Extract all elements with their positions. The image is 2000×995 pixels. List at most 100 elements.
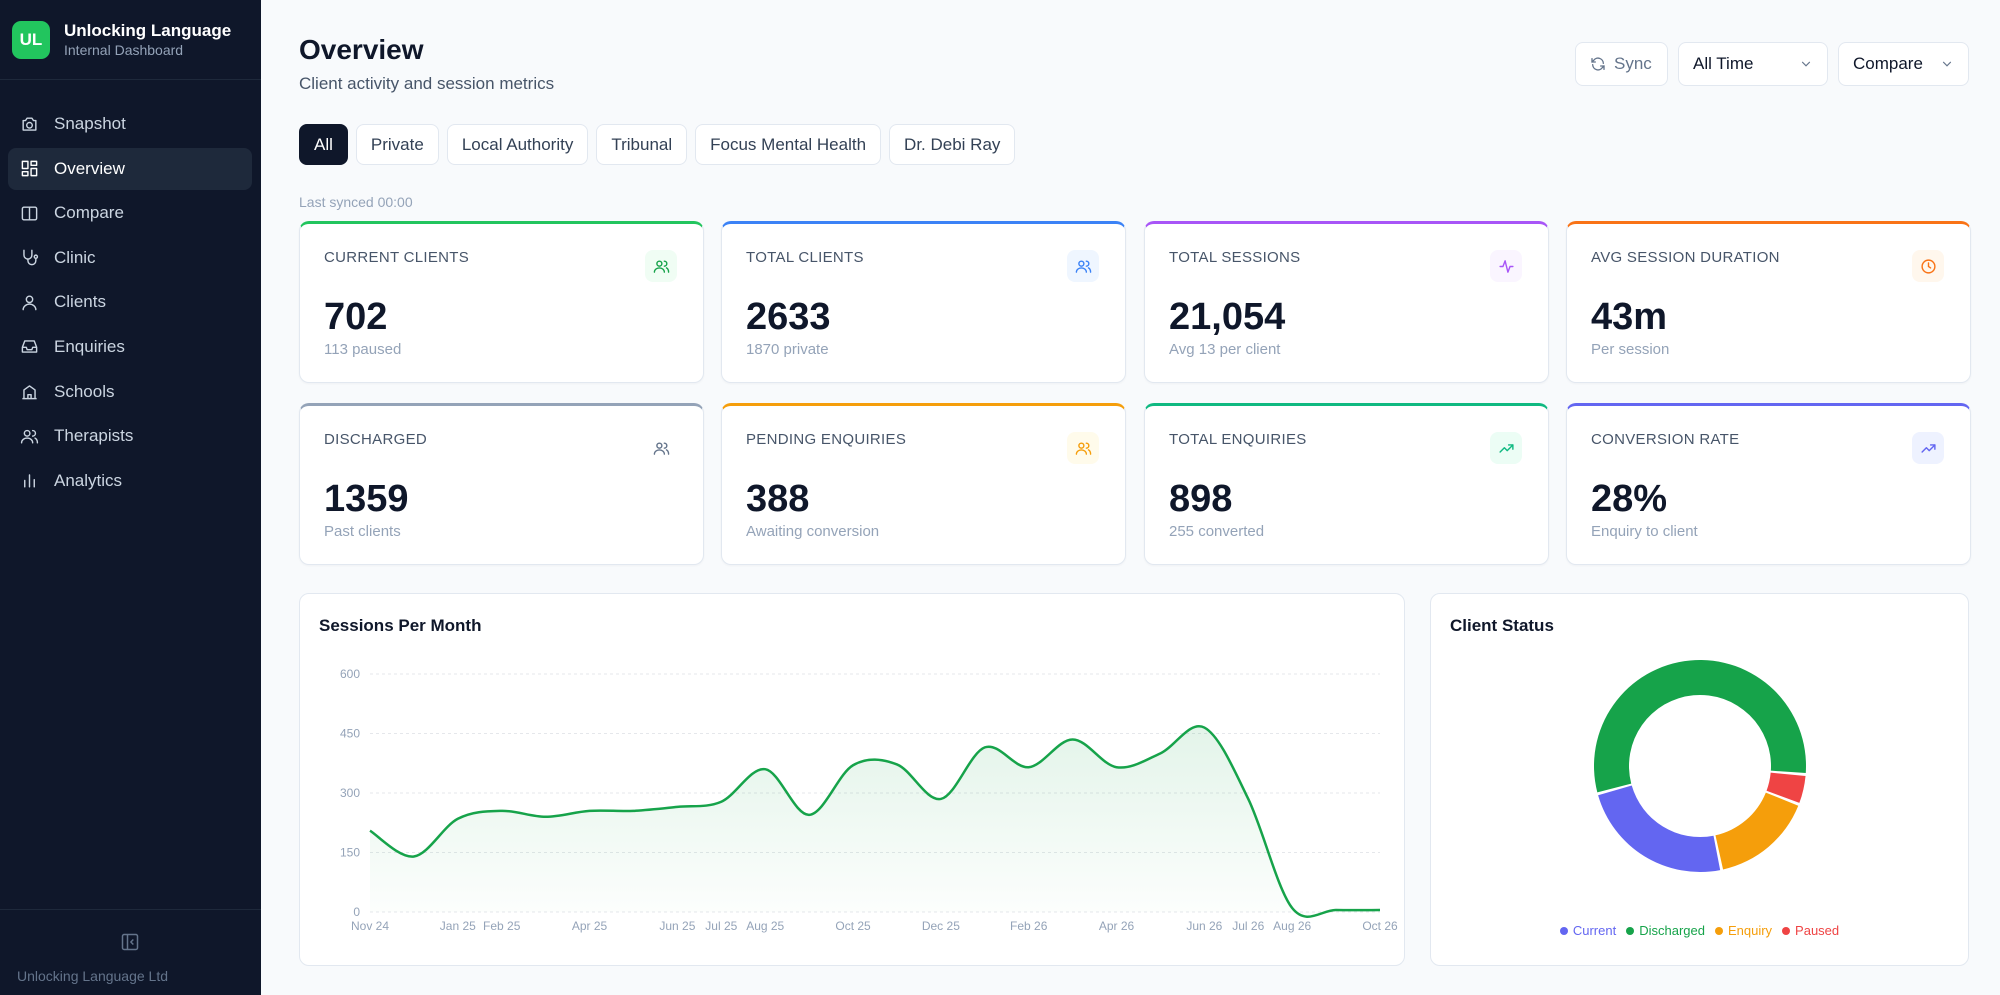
filter-private[interactable]: Private bbox=[355, 124, 439, 165]
stat-value: 388 bbox=[746, 478, 810, 520]
sidebar-item-clients[interactable]: Clients bbox=[8, 281, 252, 323]
sidebar-item-compare[interactable]: Compare bbox=[8, 192, 252, 234]
stat-sub: Enquiry to client bbox=[1591, 523, 1698, 540]
legend-label: Discharged bbox=[1639, 923, 1705, 938]
sidebar-item-clinic[interactable]: Clinic bbox=[8, 237, 252, 279]
sidebar-item-overview[interactable]: Overview bbox=[8, 147, 252, 190]
last-synced: Last synced 00:00 bbox=[299, 194, 413, 210]
stat-sub: Awaiting conversion bbox=[746, 523, 880, 540]
legend-dot bbox=[1782, 926, 1791, 935]
time-range-value: All Time bbox=[1693, 54, 1754, 73]
main-content: Overview Client activity and session met… bbox=[261, 0, 2000, 995]
x-tick-label: Oct 25 bbox=[835, 919, 871, 933]
legend-label: Current bbox=[1572, 923, 1617, 938]
x-tick-label: Dec 25 bbox=[922, 919, 960, 933]
sidebar-item-label: Snapshot bbox=[54, 114, 126, 133]
brand: UL Unlocking Language Internal Dashboard bbox=[0, 0, 261, 80]
x-tick-label: Aug 26 bbox=[1273, 919, 1311, 933]
filter-focus-mental-health[interactable]: Focus Mental Health bbox=[695, 124, 882, 165]
stat-value: 898 bbox=[1169, 478, 1233, 520]
legend-dot bbox=[1559, 926, 1568, 935]
stat-sub: Avg 13 per client bbox=[1169, 341, 1281, 358]
stat-sub: 1870 private bbox=[746, 341, 829, 358]
stethoscope-icon bbox=[23, 249, 39, 266]
chevron-down-icon bbox=[1942, 61, 1952, 67]
stat-value: 702 bbox=[324, 296, 388, 338]
stat-label: Total Clients bbox=[746, 249, 864, 266]
compare-value: Compare bbox=[1853, 54, 1923, 73]
page-subtitle: Client activity and session metrics bbox=[299, 74, 555, 93]
sidebar-item-schools[interactable]: Schools bbox=[8, 371, 252, 413]
filter-dr-debi-ray[interactable]: Dr. Debi Ray bbox=[889, 124, 1016, 165]
chart-title: Sessions Per Month bbox=[319, 616, 482, 635]
users-icon bbox=[645, 432, 677, 464]
y-tick-label: 450 bbox=[340, 727, 360, 741]
collapse-sidebar-icon[interactable] bbox=[120, 932, 140, 952]
donut-slice-paused[interactable] bbox=[1766, 772, 1806, 803]
sessions-line-chart: 0 150 300 450 600 Nov 24 Jan 25 Feb 25 Apr 25 Jun… bbox=[340, 667, 1398, 933]
stat-sub: Per session bbox=[1591, 341, 1670, 358]
activity-icon bbox=[1490, 250, 1522, 282]
sidebar-item-enquiries[interactable]: Enquiries bbox=[8, 326, 252, 368]
grid-icon bbox=[21, 160, 38, 177]
legend-item-enquiry[interactable]: Enquiry bbox=[1714, 923, 1772, 938]
inbox-icon bbox=[21, 340, 38, 354]
legend-item-current[interactable]: Current bbox=[1559, 923, 1617, 938]
chart-title: Client Status bbox=[1450, 616, 1554, 635]
sidebar-item-label: Schools bbox=[54, 381, 115, 401]
client-status-donut bbox=[1594, 660, 1806, 872]
stat-sub: 255 converted bbox=[1169, 523, 1265, 540]
sidebar-footer: Unlocking Language Ltd bbox=[0, 909, 261, 995]
brand-logo[interactable]: UL bbox=[12, 20, 50, 59]
x-tick-label: Aug 25 bbox=[746, 919, 784, 933]
compare-select[interactable]: Compare bbox=[1838, 42, 1969, 86]
filter-local-authority[interactable]: Local Authority bbox=[446, 124, 589, 165]
company-name: Unlocking Language Ltd bbox=[17, 968, 169, 984]
sidebar-item-analytics[interactable]: Analytics bbox=[8, 460, 252, 502]
users-icon bbox=[1067, 250, 1099, 282]
filter-tribunal[interactable]: Tribunal bbox=[596, 124, 688, 165]
stat-label: Avg Session Duration bbox=[1591, 249, 1780, 266]
x-tick-label: Apr 26 bbox=[1099, 919, 1135, 933]
filter-all[interactable]: All bbox=[299, 124, 348, 165]
x-tick-label: Oct 26 bbox=[1362, 919, 1398, 933]
sync-label: Sync bbox=[1614, 54, 1652, 73]
users-icon bbox=[645, 250, 677, 282]
y-tick-label: 0 bbox=[353, 905, 360, 919]
legend-item-paused[interactable]: Paused bbox=[1782, 923, 1839, 938]
stat-sub: 113 paused bbox=[324, 341, 402, 358]
stat-label: Current Clients bbox=[324, 249, 470, 266]
donut-slice-discharged[interactable] bbox=[1594, 660, 1806, 793]
legend-dot bbox=[1626, 926, 1635, 935]
stat-value: 2633 bbox=[746, 296, 831, 338]
stat-sub: Past clients bbox=[324, 523, 401, 540]
user-icon bbox=[22, 295, 37, 311]
sidebar-item-label: Analytics bbox=[54, 470, 123, 490]
sidebar-item-label: Clinic bbox=[54, 247, 96, 267]
sidebar-item-label: Therapists bbox=[54, 426, 134, 446]
sidebar-item-label: Clients bbox=[54, 292, 106, 312]
legend-label: Paused bbox=[1795, 923, 1840, 938]
users-icon bbox=[20, 429, 39, 444]
x-tick-label: Nov 24 bbox=[351, 919, 389, 933]
donut-slice-current[interactable] bbox=[1598, 785, 1721, 872]
stat-card-avg-session-duration: Avg Session Duration 43m Per session bbox=[1566, 221, 1971, 383]
stat-label: Discharged bbox=[324, 431, 428, 448]
x-tick-label: Feb 25 bbox=[483, 919, 521, 933]
donut-slice-enquiry[interactable] bbox=[1715, 792, 1799, 870]
legend-item-discharged[interactable]: Discharged bbox=[1626, 923, 1705, 938]
time-range-select[interactable]: All Time bbox=[1678, 42, 1828, 86]
clock-icon bbox=[1912, 250, 1944, 282]
x-tick-label: Feb 26 bbox=[1010, 919, 1048, 933]
sidebar-item-snapshot[interactable]: Snapshot bbox=[8, 103, 252, 145]
stat-label: Pending Enquiries bbox=[746, 431, 907, 448]
stat-label: Total Sessions bbox=[1169, 249, 1301, 266]
sessions-chart-card: Sessions Per Month 0 150 300 450 600 Nov 24 Ja… bbox=[299, 593, 1405, 966]
sessions-line bbox=[369, 724, 1381, 918]
stat-card-total-clients: Total Clients 2633 1870 private bbox=[721, 221, 1126, 383]
stat-card-pending-enquiries: Pending Enquiries 388 Awaiting conversio… bbox=[721, 403, 1126, 565]
stat-value: 1359 bbox=[324, 478, 409, 520]
sidebar-item-therapists[interactable]: Therapists bbox=[8, 415, 252, 457]
sidebar-item-label: Overview bbox=[54, 158, 125, 178]
sync-button[interactable]: Sync bbox=[1575, 42, 1668, 86]
